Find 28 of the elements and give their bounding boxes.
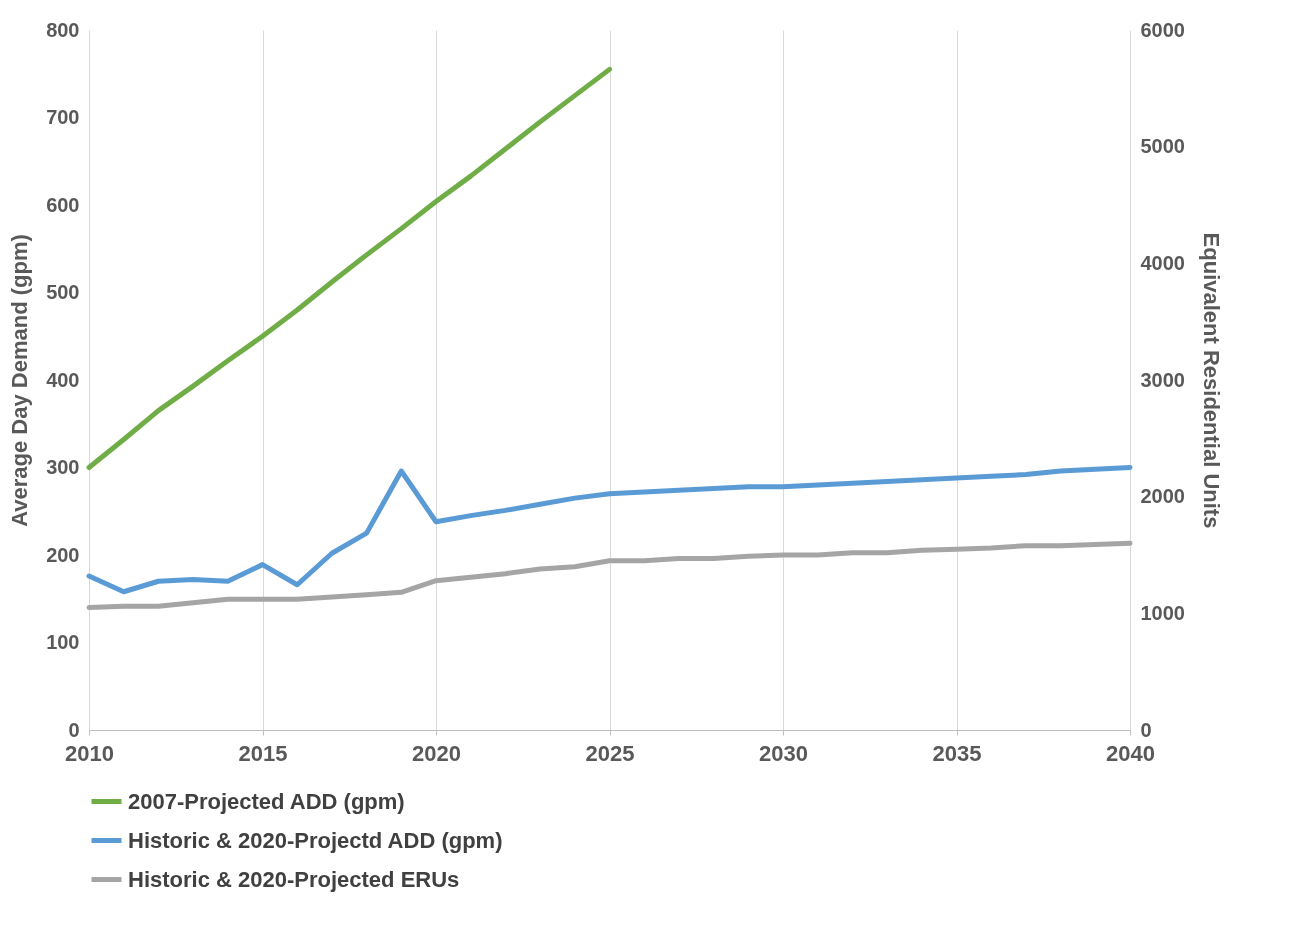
x-tick-label: 2025	[585, 740, 635, 766]
y-tick-label: 300	[46, 456, 80, 478]
legend-label: Historic & 2020-Projectd ADD (gpm)	[128, 827, 503, 853]
y-axis-title: Average Day Demand (gpm)	[7, 234, 33, 527]
y-tick-label: 200	[46, 543, 80, 566]
y-tick-label: 100	[46, 631, 80, 653]
legend-label: Historic & 2020-Projected ERUs	[128, 866, 460, 892]
y2-tick-label: 6000	[1140, 18, 1185, 41]
x-tick-label: 2015	[238, 740, 288, 766]
x-tick-label: 2040	[1106, 740, 1155, 766]
legend-label: 2007-Projected ADD (gpm)	[128, 788, 405, 814]
y2-tick-label: 5000	[1140, 135, 1185, 158]
y-tick-label: 700	[46, 106, 80, 128]
x-tick-label: 2030	[759, 740, 808, 766]
y-tick-label: 600	[46, 193, 80, 216]
x-tick-label: 2010	[65, 740, 114, 766]
y-tick-label: 500	[46, 281, 80, 303]
y2-axis-title: Equivalent Residential Units	[1198, 232, 1224, 529]
x-tick-label: 2020	[412, 740, 461, 766]
y2-tick-label: 2000	[1140, 485, 1185, 508]
y2-tick-label: 1000	[1140, 601, 1185, 624]
y2-tick-label: 3000	[1140, 368, 1185, 391]
y2-tick-label: 4000	[1140, 251, 1185, 274]
y-tick-label: 400	[46, 368, 80, 391]
y-tick-label: 800	[46, 18, 80, 41]
x-tick-label: 2035	[932, 740, 982, 766]
y2-tick-label: 0	[1140, 718, 1152, 741]
y-tick-label: 0	[68, 718, 80, 741]
